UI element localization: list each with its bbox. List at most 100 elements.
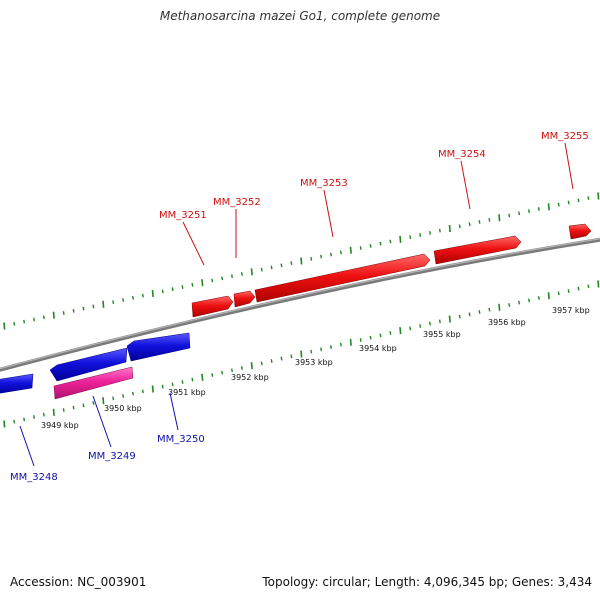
gene-label-mm-3253[interactable]: MM_3253 (300, 178, 348, 189)
minor-tick (23, 319, 26, 324)
minor-tick (171, 287, 174, 292)
minor-tick (280, 263, 283, 268)
major-tick (300, 257, 303, 265)
minor-tick (13, 321, 16, 326)
genome-title: Methanosarcina mazei Go1, complete genom… (159, 9, 441, 23)
minor-tick (379, 241, 382, 246)
minor-tick (42, 412, 45, 417)
minor-tick (132, 295, 134, 300)
minor-tick (260, 267, 263, 272)
minor-tick (62, 311, 65, 315)
minor-tick (488, 307, 491, 312)
gene-arrow-mm-3248[interactable] (0, 373, 34, 394)
minor-tick (389, 331, 392, 335)
major-tick (349, 246, 352, 254)
minor-tick (577, 286, 580, 291)
minor-tick (468, 222, 471, 227)
minor-tick (112, 396, 115, 401)
minor-tick (508, 303, 511, 307)
major-tick (201, 279, 204, 287)
minor-tick (409, 326, 412, 331)
minor-tick (369, 335, 372, 340)
minor-tick (389, 239, 392, 244)
major-tick (102, 300, 105, 308)
gene-label-mm-3254[interactable]: MM_3254 (438, 149, 486, 160)
minor-tick (92, 401, 95, 405)
minor-tick (132, 391, 134, 396)
minor-tick (458, 224, 461, 229)
minor-tick (231, 368, 233, 373)
major-tick (349, 338, 352, 346)
minor-tick (141, 389, 144, 394)
minor-tick (567, 200, 570, 205)
major-tick (547, 203, 550, 211)
gene-arrow-mm-3254[interactable] (433, 235, 522, 265)
gene-label-mm-3252[interactable]: MM_3252 (213, 197, 261, 208)
minor-tick (191, 282, 194, 287)
gene-arrow-mm-3250[interactable] (126, 332, 191, 362)
minor-tick (339, 342, 342, 347)
leader-line-mm-3254 (460, 160, 471, 210)
major-tick (498, 214, 501, 222)
major-tick (52, 311, 55, 319)
minor-tick (122, 394, 125, 398)
minor-tick (161, 289, 164, 294)
minor-tick (310, 256, 313, 261)
kbp-label: 3952 kbp (231, 373, 269, 382)
minor-tick (72, 308, 75, 313)
minor-tick (191, 377, 194, 382)
minor-tick (181, 285, 184, 289)
major-tick (399, 235, 402, 243)
kbp-label: 3957 kbp (552, 306, 590, 315)
gene-label-mm-3255[interactable]: MM_3255 (541, 131, 589, 142)
major-tick (3, 322, 6, 330)
gene-arrow-mm-3255[interactable] (568, 223, 592, 240)
major-tick (250, 362, 253, 370)
minor-tick (72, 405, 75, 410)
major-tick (151, 289, 154, 298)
minor-tick (270, 359, 273, 363)
gene-arrow-mm-3251[interactable] (191, 295, 234, 318)
minor-tick (488, 217, 491, 222)
genome-summary: Topology: circular; Length: 4,096,345 bp… (262, 575, 592, 589)
minor-tick (478, 220, 481, 224)
major-tick (547, 292, 550, 300)
minor-tick (369, 243, 372, 248)
gene-label-mm-3249[interactable]: MM_3249 (88, 451, 136, 462)
gene-label-mm-3251[interactable]: MM_3251 (159, 210, 207, 221)
kbp-label: 3956 kbp (488, 318, 526, 327)
minor-tick (537, 207, 540, 211)
minor-tick (557, 291, 560, 296)
major-tick (597, 192, 600, 200)
minor-tick (429, 230, 431, 235)
minor-tick (122, 298, 125, 302)
gene-label-mm-3248[interactable]: MM_3248 (10, 472, 58, 483)
minor-tick (33, 415, 35, 419)
gene-arrow-mm-3249[interactable] (53, 366, 134, 400)
minor-tick (330, 345, 332, 349)
minor-tick (221, 370, 224, 375)
minor-tick (33, 317, 35, 322)
minor-tick (518, 300, 521, 305)
minor-tick (419, 233, 422, 237)
minor-tick (429, 321, 431, 326)
minor-tick (260, 361, 263, 366)
major-tick (151, 385, 154, 393)
reverse-tick-track (3, 280, 600, 428)
leader-line-mm-3251 (182, 221, 205, 266)
minor-tick (567, 289, 570, 293)
major-tick (448, 224, 451, 233)
kbp-label: 3950 kbp (104, 404, 142, 413)
gene-arrow-mm-3249-reverse[interactable] (49, 347, 128, 382)
minor-tick (508, 213, 511, 218)
gene-arrow-mm-3252[interactable] (233, 290, 256, 308)
minor-tick (330, 252, 332, 257)
genome-backbone (0, 237, 600, 372)
major-tick (52, 408, 55, 416)
accession-value: NC_003901 (77, 575, 147, 589)
gene-label-mm-3250[interactable]: MM_3250 (157, 434, 205, 445)
minor-tick (240, 366, 243, 370)
leader-line-mm-3248 (19, 425, 35, 467)
gene-arrow-mm-3253[interactable] (254, 253, 431, 303)
